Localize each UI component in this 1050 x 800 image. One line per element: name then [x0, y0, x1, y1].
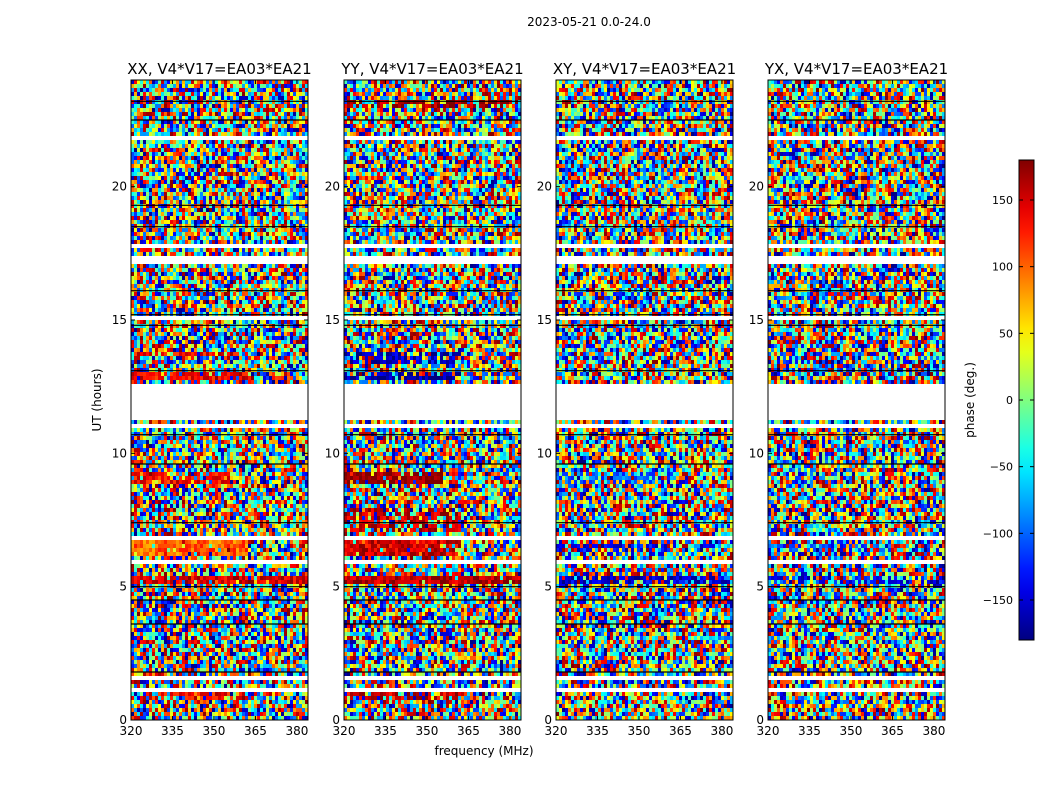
panels: XX, V4*V17=EA03*EA21 320 335 350 365 380 0 5 10 1…	[112, 60, 948, 738]
x-tick-label: 320	[757, 724, 780, 738]
x-tick-label: 365	[669, 724, 692, 738]
y-tick-label: 10	[112, 446, 127, 460]
colorbar-tick-label: 100	[992, 261, 1013, 274]
axes-frame	[343, 79, 522, 721]
y-axis-label: UT (hours)	[90, 368, 104, 431]
colorbar-tick-label: −150	[983, 594, 1013, 607]
x-axis-label: frequency (MHz)	[434, 744, 533, 758]
y-tick-label: 0	[544, 713, 552, 727]
x-tick-label: 350	[628, 724, 651, 738]
y-tick-label: 20	[112, 180, 127, 194]
y-tick-label: 15	[749, 313, 764, 327]
panel-1: XX, V4*V17=EA03*EA21 320 335 350 365 380 0 5 10 1…	[112, 60, 312, 738]
axes-frame	[767, 79, 946, 721]
y-tick-label: 5	[756, 580, 764, 594]
colorbar-tick-label: 150	[992, 194, 1013, 207]
x-tick-label: 320	[545, 724, 568, 738]
x-tick-label: 335	[161, 724, 184, 738]
heatmap-image	[556, 80, 733, 720]
x-tick-label: 365	[457, 724, 480, 738]
y-tick-label: 0	[756, 713, 764, 727]
heatmap-image	[768, 80, 945, 720]
figure-title: 2023-05-21 0.0-24.0	[527, 15, 651, 29]
panel-title: XX, V4*V17=EA03*EA21	[127, 60, 311, 78]
panel-title: YY, V4*V17=EA03*EA21	[340, 60, 523, 78]
x-tick-label: 380	[285, 724, 308, 738]
y-tick-label: 0	[332, 713, 340, 727]
panel-title: XY, V4*V17=EA03*EA21	[553, 60, 736, 78]
y-tick-label: 5	[332, 580, 340, 594]
colorbar-tick-label: 0	[1006, 394, 1013, 407]
colorbar: 150 100 50 0 −50 −100 −150	[983, 159, 1035, 641]
colorbar-tick-label: −50	[990, 461, 1013, 474]
x-tick-label: 335	[586, 724, 609, 738]
x-tick-label: 335	[374, 724, 397, 738]
colorbar-tick-label: −100	[983, 527, 1013, 540]
x-tick-label: 350	[416, 724, 439, 738]
panel-4: YX, V4*V17=EA03*EA21 320 335 350 365 380 0 5 10 1…	[749, 60, 948, 738]
y-tick-label: 10	[325, 446, 340, 460]
axes-frame	[555, 79, 734, 721]
x-tick-label: 335	[798, 724, 821, 738]
colorbar-tick-label: 50	[999, 327, 1013, 340]
heatmap-image	[131, 80, 308, 720]
x-tick-label: 320	[333, 724, 356, 738]
colorbar-label: phase (deg.)	[963, 362, 977, 438]
y-tick-label: 0	[119, 713, 127, 727]
x-tick-label: 350	[840, 724, 863, 738]
x-tick-label: 350	[203, 724, 226, 738]
y-tick-label: 5	[544, 580, 552, 594]
y-tick-label: 5	[119, 580, 127, 594]
x-tick-label: 380	[922, 724, 945, 738]
x-tick-label: 365	[244, 724, 267, 738]
heatmap-image	[344, 80, 521, 720]
y-tick-label: 15	[325, 313, 340, 327]
panel-3: XY, V4*V17=EA03*EA21 320 335 350 365 380 0 5 10 1…	[537, 60, 736, 738]
y-tick-label: 20	[749, 180, 764, 194]
x-tick-label: 320	[120, 724, 143, 738]
x-tick-label: 380	[498, 724, 521, 738]
y-tick-label: 20	[325, 180, 340, 194]
x-tick-label: 380	[710, 724, 733, 738]
y-tick-label: 15	[112, 313, 127, 327]
y-tick-label: 20	[537, 180, 552, 194]
y-tick-label: 10	[537, 446, 552, 460]
panel-title: YX, V4*V17=EA03*EA21	[764, 60, 948, 78]
panel-2: YY, V4*V17=EA03*EA21 320 335 350 365 380 0 5 10 1…	[325, 60, 524, 738]
y-tick-label: 10	[749, 446, 764, 460]
axes-frame	[130, 79, 309, 721]
y-tick-label: 15	[537, 313, 552, 327]
x-tick-label: 365	[881, 724, 904, 738]
